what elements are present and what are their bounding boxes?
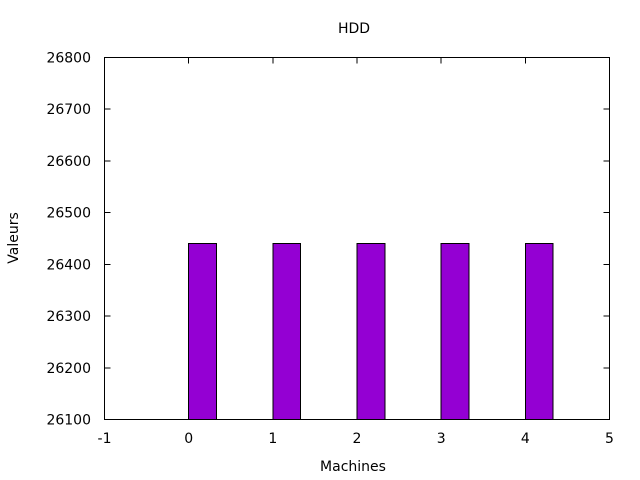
tick-labels-group: -1 0 1 2 3 4 5 26100 26200 26300 26400 26500 26600 26… [46, 51, 614, 448]
bar-machine-0 [188, 243, 217, 420]
bar-machine-1 [272, 243, 302, 420]
y-axis-label: Valeurs [6, 212, 22, 264]
y-tick-label-26400: 26400 [46, 257, 91, 273]
x-tick-label-4: 4 [521, 431, 530, 447]
x-tick-label--1: -1 [98, 431, 112, 447]
y-tick-label-26700: 26700 [46, 102, 91, 118]
x-axis-label: Machines [320, 459, 386, 475]
y-tick-label-26600: 26600 [46, 154, 91, 170]
y-tick-label-26800: 26800 [46, 51, 91, 67]
x-tick-label-0: 0 [184, 431, 193, 447]
bar-machine-4 [524, 243, 554, 420]
bar-machine-2 [356, 243, 386, 420]
x-tick-label-1: 1 [268, 431, 277, 447]
x-tick-label-5: 5 [605, 431, 614, 447]
chart-title: HDD [338, 21, 370, 37]
y-tick-label-26200: 26200 [46, 361, 91, 377]
bar-machine-3 [440, 243, 470, 420]
ticks-group [104, 57, 610, 420]
x-tick-label-2: 2 [353, 431, 362, 447]
bars-group [188, 243, 554, 420]
plot-frame [104, 57, 610, 420]
y-tick-label-26100: 26100 [46, 413, 91, 429]
y-tick-label-26300: 26300 [46, 309, 91, 325]
x-tick-label-3: 3 [437, 431, 446, 447]
y-tick-label-26500: 26500 [46, 206, 91, 222]
